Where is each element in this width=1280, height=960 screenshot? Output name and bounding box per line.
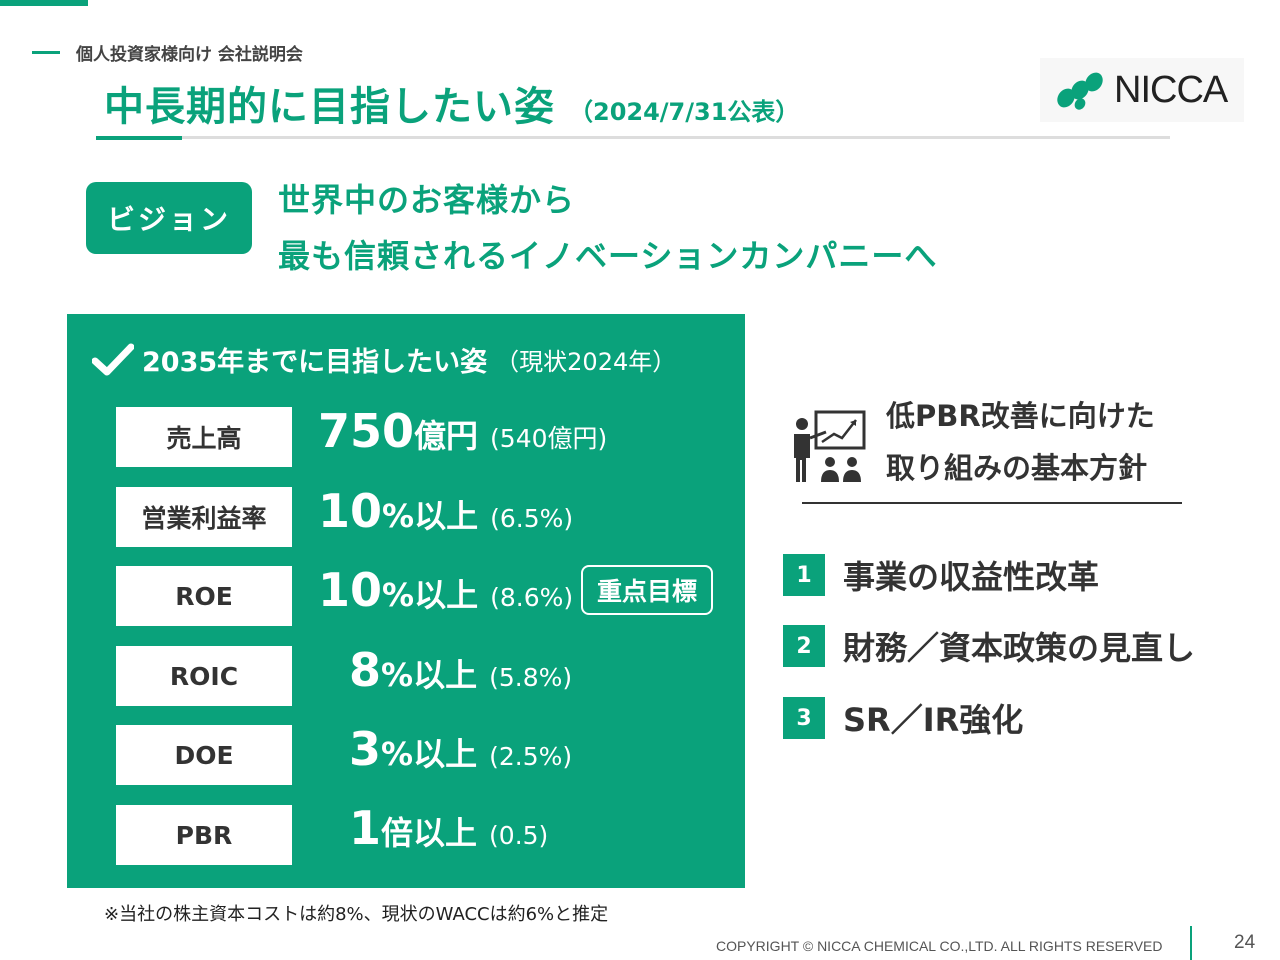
policy-number: 1 bbox=[783, 554, 825, 596]
pbr-policy-title: 低PBR改善に向けた 取り組みの基本方針 bbox=[886, 390, 1155, 494]
vision-line-2: 最も信頼されるイノベーションカンパニーへ bbox=[278, 237, 938, 275]
kpi-label-doe: DOE bbox=[116, 725, 292, 785]
kpi-target-number: 3 bbox=[349, 722, 382, 776]
kpi-label-pbr: PBR bbox=[116, 805, 292, 865]
policy-text: SR／IR強化 bbox=[843, 701, 1024, 739]
kpi-target-unit: %以上 bbox=[381, 735, 478, 773]
goals-heading-text: 2035年までに目指したい姿 bbox=[142, 347, 488, 378]
kpi-target-unit: %以上 bbox=[382, 497, 479, 535]
kpi-value-doe: 3 %以上 (2.5%) bbox=[349, 722, 572, 776]
kpi-value-roic: 8 %以上 (5.8%) bbox=[349, 643, 572, 697]
page-number: 24 bbox=[1234, 932, 1256, 953]
pbr-title-line-1: 低PBR改善に向けた bbox=[886, 399, 1155, 433]
kpi-current-value: (540億円) bbox=[490, 424, 608, 453]
eyebrow-text: 個人投資家様向け 会社説明会 bbox=[76, 45, 303, 65]
kpi-value-sales: 750 億円 (540億円) bbox=[318, 404, 607, 458]
kpi-target-unit: 億円 bbox=[414, 417, 479, 455]
kpi-current-value: (5.8%) bbox=[489, 663, 573, 692]
policy-item-3: 3 SR／IR強化 bbox=[783, 695, 1023, 741]
kpi-value-pbr: 1 倍以上 (0.5) bbox=[349, 801, 548, 855]
kpi-current-value: (0.5) bbox=[489, 821, 549, 850]
goals-heading-note: （現状2024年） bbox=[495, 348, 677, 376]
kpi-value-roe: 10 %以上 (8.6%) bbox=[318, 563, 573, 617]
policy-item-1: 1 事業の収益性改革 bbox=[783, 552, 1099, 598]
kpi-current-value: (6.5%) bbox=[490, 504, 574, 533]
logo-wordmark: NICCA bbox=[1114, 68, 1228, 111]
title-underline-accent bbox=[96, 136, 182, 140]
kpi-target-unit: 倍以上 bbox=[381, 814, 478, 852]
vision-statement: 世界中のお客様から 最も信頼されるイノベーションカンパニーへ bbox=[278, 172, 937, 284]
policy-number: 3 bbox=[783, 697, 825, 739]
kpi-label-roic: ROIC bbox=[116, 646, 292, 706]
title-underline bbox=[96, 136, 1170, 139]
kpi-target-number: 10 bbox=[318, 563, 383, 617]
vision-line-1: 世界中のお客様から bbox=[278, 181, 576, 219]
check-icon bbox=[92, 343, 134, 375]
eyebrow: 個人投資家様向け 会社説明会 bbox=[32, 40, 303, 65]
policy-number: 2 bbox=[783, 625, 825, 667]
kpi-label-roe: ROE bbox=[116, 566, 292, 626]
eyebrow-dash bbox=[32, 51, 60, 54]
kpi-target-number: 10 bbox=[318, 484, 383, 538]
kpi-target-unit: %以上 bbox=[381, 656, 478, 694]
kpi-target-number: 8 bbox=[349, 643, 382, 697]
vision-badge: ビジョン bbox=[86, 182, 252, 254]
page-title-row: 中長期的に目指したい姿 （2024/7/31公表） bbox=[104, 74, 799, 132]
kpi-label-sales: 売上高 bbox=[116, 407, 292, 467]
kpi-label-operating-margin: 営業利益率 bbox=[116, 487, 292, 547]
goals-heading: 2035年までに目指したい姿 （現状2024年） bbox=[92, 340, 676, 379]
pbr-title-line-2: 取り組みの基本方針 bbox=[886, 451, 1148, 485]
nicca-logo-mark-icon bbox=[1057, 72, 1103, 110]
corner-accent-bar bbox=[0, 0, 88, 6]
focus-target-badge: 重点目標 bbox=[581, 565, 713, 615]
publish-date: （2024/7/31公表） bbox=[569, 98, 800, 126]
footnote: ※当社の株主資本コストは約8%、現状のWACCは約6%と推定 bbox=[104, 904, 609, 925]
pbr-title-underline bbox=[802, 502, 1182, 504]
copyright-notice: COPYRIGHT © NICCA CHEMICAL CO.,LTD. ALL … bbox=[716, 938, 1163, 954]
company-logo: NICCA bbox=[1040, 58, 1244, 122]
policy-text: 財務／資本政策の見直し bbox=[843, 629, 1196, 667]
kpi-target-number: 1 bbox=[349, 801, 382, 855]
kpi-current-value: (2.5%) bbox=[489, 742, 573, 771]
kpi-target-number: 750 bbox=[318, 404, 415, 458]
footer-divider bbox=[1190, 926, 1192, 960]
kpi-target-unit: %以上 bbox=[382, 576, 479, 614]
kpi-current-value: (8.6%) bbox=[490, 583, 574, 612]
kpi-value-operating-margin: 10 %以上 (6.5%) bbox=[318, 484, 573, 538]
page-title: 中長期的に目指したい姿 bbox=[104, 84, 555, 130]
policy-text: 事業の収益性改革 bbox=[843, 558, 1100, 596]
policy-item-2: 2 財務／資本政策の見直し bbox=[783, 623, 1195, 669]
presentation-icon bbox=[794, 410, 866, 482]
